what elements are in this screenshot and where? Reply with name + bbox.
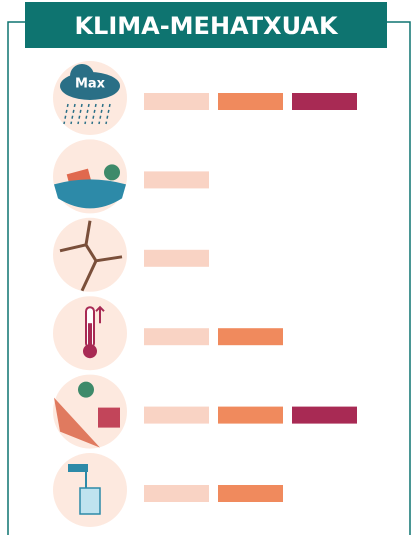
threat-row <box>53 139 209 213</box>
level-bar <box>292 93 357 110</box>
threat-row <box>53 453 283 527</box>
level-bar <box>218 485 283 502</box>
infographic: KLIMA-MEHATXUAK Max <box>0 0 412 535</box>
level-bar <box>218 93 283 110</box>
level-bar <box>292 407 357 424</box>
level-bar <box>144 171 209 188</box>
level-bar <box>144 328 209 345</box>
level-bar <box>144 407 209 424</box>
icon-label: Max <box>75 77 106 92</box>
level-bar <box>144 93 209 110</box>
threat-row <box>53 375 357 449</box>
threat-row <box>53 296 283 370</box>
level-bar <box>218 407 283 424</box>
level-bar <box>144 250 209 267</box>
level-bar <box>144 485 209 502</box>
threat-row <box>53 218 209 292</box>
level-bar <box>218 328 283 345</box>
threat-row: Max <box>53 61 357 135</box>
water <box>54 179 126 208</box>
glass <box>80 488 100 514</box>
title: KLIMA-MEHATXUAK <box>74 12 339 40</box>
tree <box>104 164 120 180</box>
tap <box>68 464 88 472</box>
house <box>98 408 120 428</box>
tree <box>78 382 94 398</box>
